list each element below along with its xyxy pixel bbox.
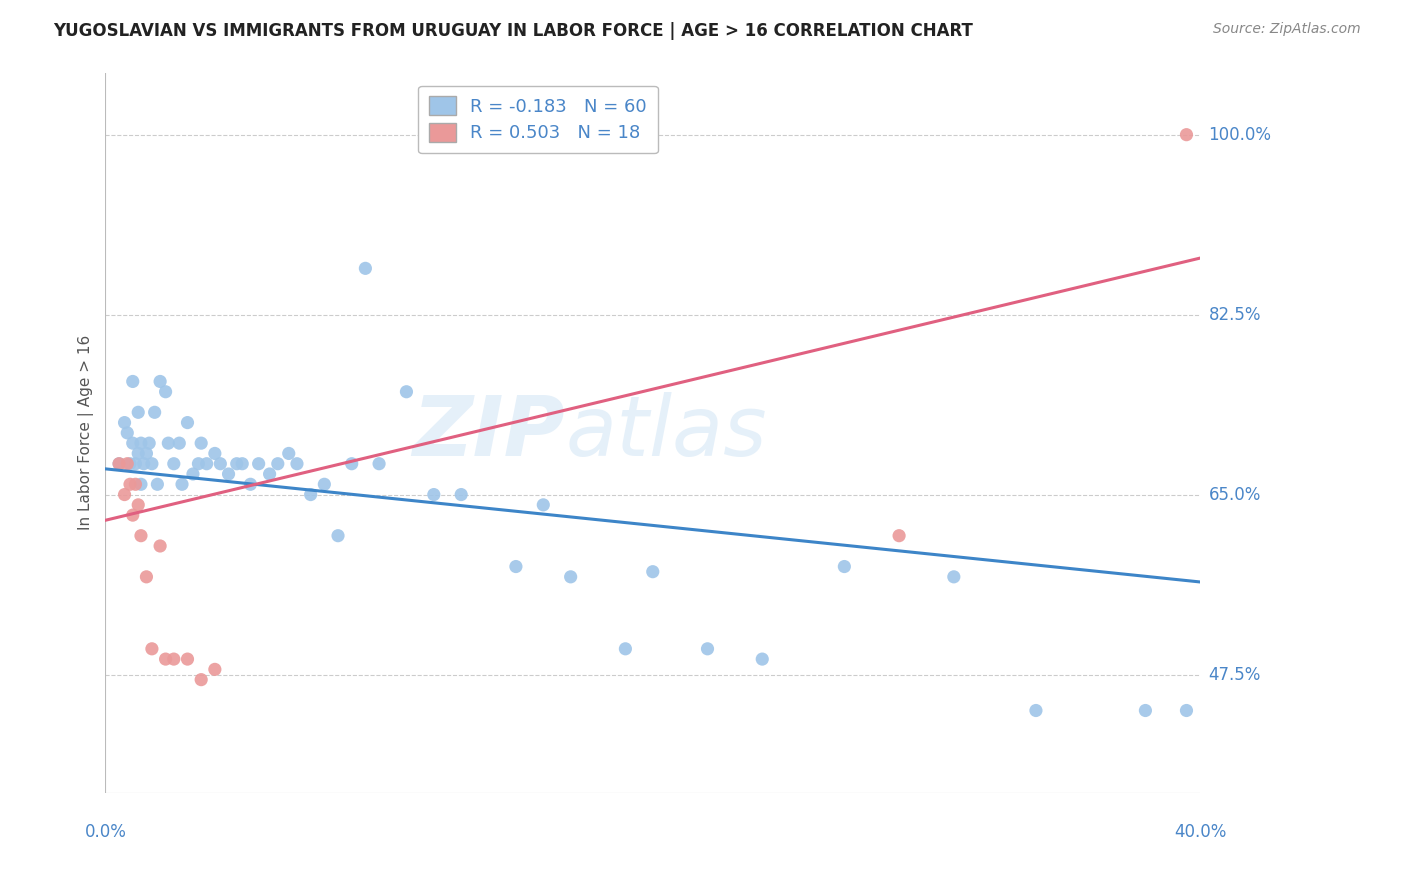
Point <box>117 457 139 471</box>
Point <box>641 565 664 579</box>
Point <box>531 498 554 512</box>
Point <box>141 457 163 471</box>
Point <box>129 436 152 450</box>
Point <box>614 641 637 656</box>
Point <box>204 446 226 460</box>
Point <box>209 457 232 471</box>
Point <box>942 570 965 584</box>
Text: 47.5%: 47.5% <box>1209 665 1261 683</box>
Point <box>218 467 240 481</box>
Point <box>560 570 582 584</box>
Point <box>181 467 204 481</box>
Point <box>204 662 226 676</box>
Point <box>285 457 308 471</box>
Text: Source: ZipAtlas.com: Source: ZipAtlas.com <box>1213 22 1361 37</box>
Point <box>135 570 157 584</box>
Point <box>108 457 131 471</box>
Point <box>118 477 141 491</box>
Point <box>114 487 136 501</box>
Point <box>149 375 172 389</box>
Point <box>187 457 209 471</box>
Point <box>169 436 191 450</box>
Point <box>887 529 910 543</box>
Point <box>117 425 139 440</box>
Point <box>277 446 299 460</box>
Point <box>155 384 177 399</box>
Point <box>247 457 270 471</box>
Point <box>696 641 718 656</box>
Point <box>423 487 446 501</box>
Point <box>108 457 131 471</box>
Point <box>505 559 527 574</box>
Point <box>1135 704 1157 718</box>
Point <box>170 477 193 491</box>
Point <box>225 457 247 471</box>
Point <box>1025 704 1047 718</box>
Text: 0.0%: 0.0% <box>84 823 127 841</box>
Point <box>259 467 281 481</box>
Point <box>157 436 180 450</box>
Point <box>190 436 212 450</box>
Point <box>146 477 169 491</box>
Point <box>834 559 856 574</box>
Point <box>368 457 391 471</box>
Point <box>127 446 149 460</box>
Point <box>299 487 322 501</box>
Point <box>231 457 253 471</box>
Point <box>129 529 152 543</box>
Point <box>135 446 157 460</box>
Point <box>121 436 143 450</box>
Point <box>127 405 149 419</box>
Text: atlas: atlas <box>565 392 766 474</box>
Point <box>326 529 349 543</box>
Point <box>121 375 143 389</box>
Point <box>149 539 172 553</box>
Text: 82.5%: 82.5% <box>1209 306 1261 324</box>
Point <box>141 641 163 656</box>
Point <box>143 405 166 419</box>
Point <box>121 508 143 523</box>
Point <box>176 416 198 430</box>
Point <box>118 457 141 471</box>
Text: YUGOSLAVIAN VS IMMIGRANTS FROM URUGUAY IN LABOR FORCE | AGE > 16 CORRELATION CHA: YUGOSLAVIAN VS IMMIGRANTS FROM URUGUAY I… <box>53 22 973 40</box>
Point <box>176 652 198 666</box>
Point <box>138 436 160 450</box>
Point <box>354 261 377 276</box>
Point <box>195 457 218 471</box>
Point <box>314 477 336 491</box>
Point <box>1175 128 1198 142</box>
Point <box>163 457 186 471</box>
Point <box>132 457 155 471</box>
Point <box>450 487 472 501</box>
Point <box>124 457 146 471</box>
Text: 65.0%: 65.0% <box>1209 485 1261 504</box>
Text: 40.0%: 40.0% <box>1174 823 1226 841</box>
Y-axis label: In Labor Force | Age > 16: In Labor Force | Age > 16 <box>79 335 94 531</box>
Point <box>340 457 363 471</box>
Point <box>127 498 149 512</box>
Point <box>395 384 418 399</box>
Point <box>124 477 146 491</box>
Point <box>114 416 136 430</box>
Point <box>267 457 290 471</box>
Point <box>155 652 177 666</box>
Point <box>190 673 212 687</box>
Point <box>239 477 262 491</box>
Text: 100.0%: 100.0% <box>1209 126 1271 144</box>
Point <box>751 652 773 666</box>
Legend: R = -0.183   N = 60, R = 0.503   N = 18: R = -0.183 N = 60, R = 0.503 N = 18 <box>418 86 658 153</box>
Point <box>129 477 152 491</box>
Point <box>163 652 186 666</box>
Point <box>1175 704 1198 718</box>
Text: ZIP: ZIP <box>412 392 565 474</box>
